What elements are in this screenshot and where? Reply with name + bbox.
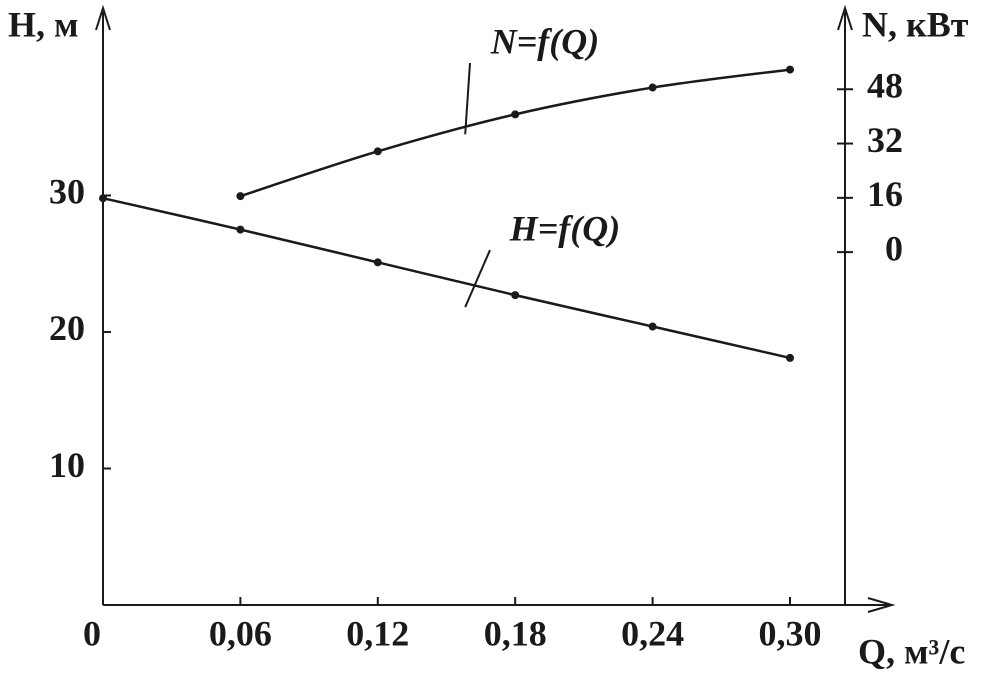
- series-line: [102, 196, 791, 360]
- data-point: [373, 147, 382, 156]
- x-tick-label: 0,24: [621, 613, 684, 653]
- data-point: [99, 194, 107, 203]
- x-axis: [103, 597, 896, 613]
- y-tick-label: 20: [49, 308, 85, 348]
- x-tick-label: 0: [83, 613, 101, 653]
- y2-axis-label: N, кВт: [862, 4, 969, 44]
- y2-tick-label: 32: [867, 120, 903, 160]
- x-tick-label: 0,30: [759, 613, 822, 653]
- series-line: [240, 68, 791, 198]
- series-label: N=f(Q): [490, 21, 599, 61]
- data-point: [786, 353, 794, 362]
- data-point: [236, 192, 245, 201]
- data-point: [786, 65, 794, 74]
- data-point: [648, 322, 657, 331]
- data-point: [373, 258, 382, 267]
- data-point: [511, 110, 520, 119]
- y-axis-label: H, м: [8, 4, 79, 44]
- y2-axis: [837, 4, 853, 605]
- data-point: [511, 291, 520, 300]
- x-tick-label: 0,18: [484, 613, 547, 653]
- y2-tick-label: 16: [867, 174, 903, 214]
- y2-tick-label: 48: [867, 66, 903, 106]
- y-tick-label: 10: [49, 445, 85, 485]
- series-label: H=f(Q): [509, 208, 620, 248]
- x-tick-label: 0,12: [346, 613, 409, 653]
- x-tick-label: 0,06: [209, 613, 272, 653]
- y-tick-label: 30: [49, 172, 85, 212]
- y-axis: [95, 4, 111, 605]
- leader-line: [464, 62, 471, 135]
- data-point: [236, 225, 245, 234]
- data-point: [648, 83, 657, 92]
- leader-line: [464, 249, 491, 308]
- x-axis-label: Q, м³/с: [858, 631, 965, 671]
- y2-tick-label: 0: [885, 228, 903, 268]
